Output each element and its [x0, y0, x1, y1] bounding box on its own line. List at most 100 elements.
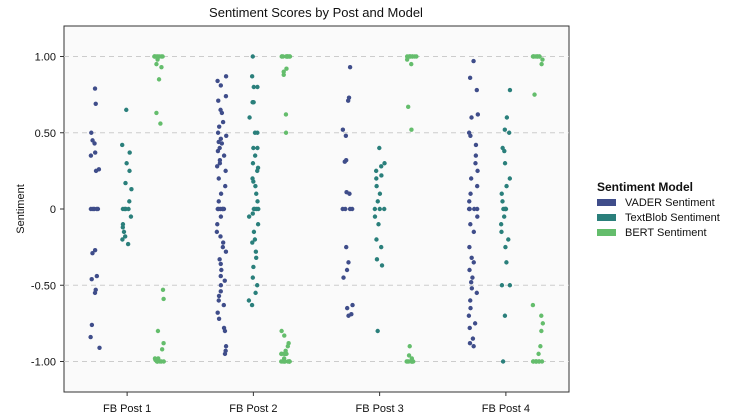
data-point	[474, 290, 479, 296]
data-point	[506, 130, 512, 135]
data-point	[121, 229, 127, 235]
data-point	[372, 206, 378, 212]
data-point	[468, 305, 473, 311]
data-point	[218, 214, 224, 219]
data-point	[215, 222, 220, 227]
data-point	[284, 66, 289, 71]
data-point	[214, 229, 220, 235]
data-point	[281, 69, 286, 74]
data-point	[154, 110, 159, 116]
data-point	[216, 98, 221, 103]
data-point	[375, 328, 380, 334]
data-point	[123, 180, 128, 186]
data-point	[221, 153, 227, 158]
data-point	[217, 161, 223, 166]
data-point	[216, 298, 221, 303]
data-point	[467, 244, 472, 250]
data-point	[160, 287, 166, 293]
data-point	[217, 257, 222, 262]
y-tick-label: 1.00	[35, 52, 56, 64]
data-point	[532, 92, 537, 97]
data-point	[287, 54, 293, 59]
data-point	[539, 313, 544, 318]
data-point	[536, 351, 541, 357]
data-point	[506, 237, 511, 242]
data-point	[218, 191, 224, 196]
data-point	[161, 341, 166, 346]
data-point	[247, 115, 252, 120]
data-point	[88, 334, 93, 340]
data-point	[218, 289, 223, 294]
data-point	[540, 57, 545, 62]
data-point	[220, 119, 226, 125]
data-point	[219, 141, 225, 146]
data-point	[504, 260, 509, 265]
data-point	[346, 313, 351, 318]
data-point	[250, 211, 255, 216]
data-point	[469, 115, 474, 120]
data-point	[89, 322, 95, 328]
data-point	[374, 176, 379, 181]
data-point	[344, 244, 349, 250]
data-point	[250, 275, 256, 280]
data-point	[279, 351, 284, 357]
data-point	[218, 234, 223, 239]
data-point	[128, 214, 134, 219]
data-point	[507, 176, 513, 181]
data-point	[409, 359, 414, 364]
y-tick-label: -1.00	[31, 357, 56, 369]
data-point	[468, 191, 473, 196]
data-point	[250, 161, 256, 166]
data-point	[219, 110, 225, 116]
data-point	[376, 222, 381, 227]
data-point	[223, 93, 229, 99]
data-point	[498, 222, 504, 227]
data-point	[533, 359, 539, 364]
data-point	[466, 313, 472, 318]
data-point	[161, 359, 166, 364]
data-point	[404, 57, 410, 62]
data-point	[129, 186, 134, 192]
data-point	[246, 214, 252, 219]
data-point	[97, 345, 102, 350]
data-point	[342, 159, 347, 164]
data-point	[92, 290, 98, 296]
data-point	[255, 199, 260, 204]
data-point	[251, 264, 256, 270]
data-point	[161, 296, 166, 302]
data-point	[92, 247, 98, 253]
data-point	[223, 168, 228, 174]
data-point	[349, 206, 355, 212]
data-point	[218, 283, 224, 288]
y-tick-label: 0.50	[35, 128, 56, 140]
data-point	[377, 191, 383, 196]
plot-area	[63, 25, 570, 393]
data-point	[405, 104, 411, 110]
data-point	[530, 302, 536, 308]
data-point	[251, 179, 256, 184]
data-point	[471, 344, 476, 349]
data-point	[340, 127, 346, 132]
data-point	[251, 145, 256, 151]
data-point	[538, 344, 543, 349]
data-point	[499, 283, 505, 288]
data-point	[470, 275, 475, 280]
data-point	[409, 127, 414, 132]
data-point	[255, 168, 260, 174]
data-point	[127, 168, 132, 174]
data-point	[467, 325, 472, 331]
data-point	[347, 64, 353, 70]
data-point	[374, 257, 380, 262]
data-point	[377, 206, 382, 212]
data-point	[282, 333, 287, 338]
data-point	[377, 145, 382, 151]
data-point	[474, 87, 480, 93]
data-point	[93, 101, 98, 106]
data-point	[537, 54, 542, 59]
data-point	[254, 283, 260, 288]
data-point	[253, 183, 258, 189]
data-point	[283, 112, 289, 117]
data-point	[345, 98, 351, 103]
chart-title: Sentiment Scores by Post and Model	[209, 5, 423, 20]
